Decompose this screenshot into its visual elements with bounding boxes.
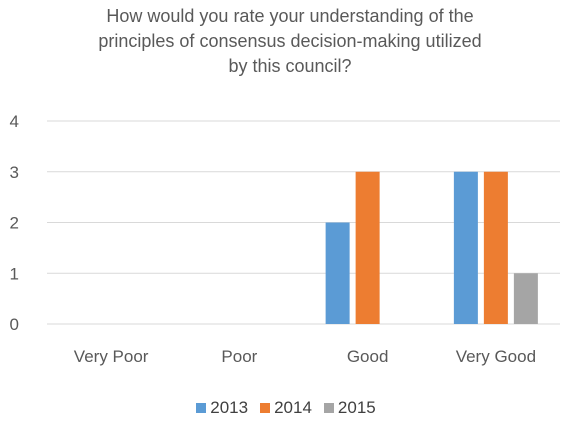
x-tick-label: Poor [221, 347, 257, 366]
x-axis-labels: Very Poor Poor Good Very Good [74, 347, 536, 366]
x-tick-label: Very Good [456, 347, 536, 366]
legend-label-2015: 2015 [337, 398, 376, 417]
bar-2014-very-good [483, 171, 508, 324]
bar-2014-good [355, 171, 380, 324]
legend-label-2014: 2014 [274, 398, 312, 417]
chart-title: How would you rate your understanding of… [98, 6, 482, 76]
x-tick-label: Good [347, 347, 389, 366]
y-tick-label: 4 [10, 112, 19, 131]
legend-item-2015: 2015 [323, 398, 376, 418]
legend-swatch-2015 [323, 403, 334, 413]
legend: 2013 2014 2015 [0, 398, 572, 418]
legend-swatch-2014 [260, 403, 271, 413]
y-tick-label: 2 [10, 214, 19, 233]
gridlines [47, 120, 560, 325]
y-tick-label: 0 [10, 315, 19, 334]
y-tick-label: 3 [10, 163, 19, 182]
bar-2013-very-good [453, 171, 478, 324]
x-tick-label: Very Poor [74, 347, 149, 366]
y-tick-label: 1 [10, 264, 19, 283]
legend-item-2014: 2014 [260, 398, 312, 418]
legend-label-2013: 2013 [210, 398, 249, 417]
legend-item-2013: 2013 [196, 398, 248, 418]
bar-2013-good [325, 222, 350, 324]
y-axis-ticks: 0 1 2 3 4 [10, 112, 19, 334]
legend-swatch-2013 [196, 403, 207, 413]
bars [325, 171, 538, 324]
bar-2015-very-good [513, 273, 538, 324]
